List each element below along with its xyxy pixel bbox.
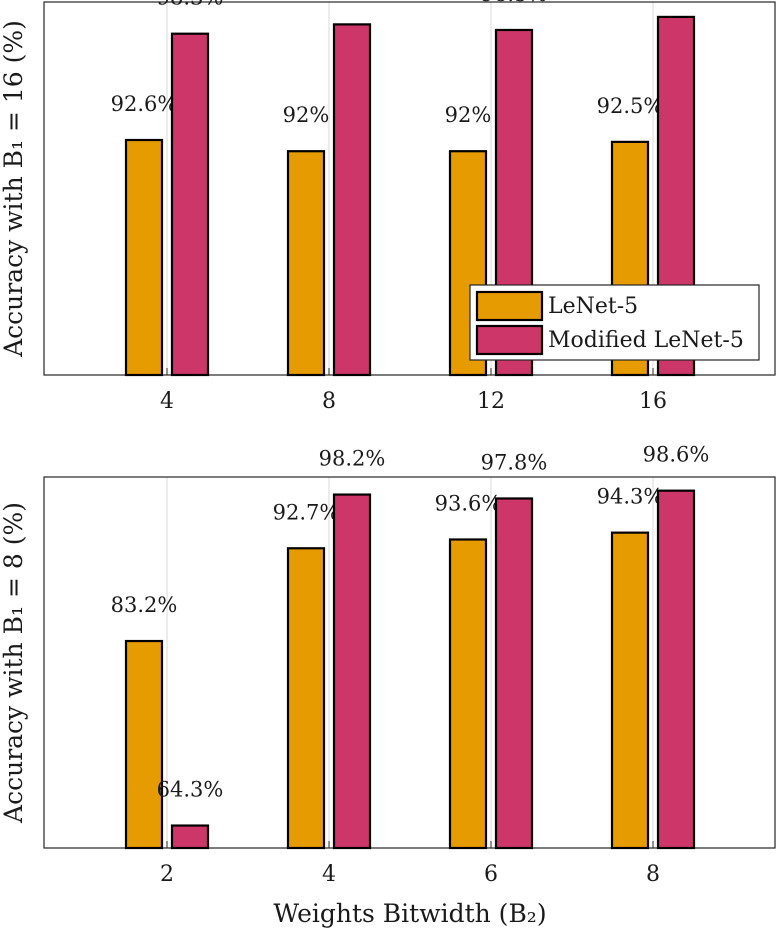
plot-area-frame: [43, 476, 776, 849]
bar-lenet5: [286, 547, 326, 850]
data-label: 98.2%: [319, 447, 386, 471]
y-axis-label: Accuracy with B₁ = 8 (%): [0, 502, 28, 824]
data-label: 92.6%: [111, 92, 178, 116]
legend: LeNet-5 Modified LeNet-5: [469, 284, 760, 361]
legend-entry-label: Modified LeNet-5: [548, 328, 744, 353]
bottom-panel: 83.2% 92.7% 93.6% 94.3% 64.3% 98.2% 97.8% 98.6%…: [0, 443, 776, 887]
x-tick-label: 6: [484, 862, 498, 887]
y-axis-label: Accuracy with B₁ = 16 (%): [0, 20, 28, 358]
plot-area-frame: [43, 1, 776, 376]
x-tick-label: 2: [160, 862, 174, 887]
data-label: 64.3%: [157, 778, 224, 802]
data-label: 98.3%: [157, 0, 224, 10]
x-tick-label: 12: [477, 389, 505, 414]
x-tick-label: 16: [639, 389, 667, 414]
x-tick-label: 4: [160, 389, 174, 414]
data-label: 92%: [445, 103, 492, 127]
bar-modified-lenet5: [332, 23, 372, 377]
x-tick-label: 4: [322, 862, 336, 887]
legend-entry-label: LeNet-5: [548, 294, 638, 319]
bar-modified-lenet5: [170, 32, 210, 377]
legend-swatch-lenet5: [475, 290, 544, 322]
data-label: 93.6%: [435, 491, 502, 515]
bar-lenet5: [286, 150, 326, 377]
x-axis-label: Weights Bitwidth (B₂): [273, 899, 546, 928]
bar-modified-lenet5: [332, 493, 372, 850]
bar-modified-lenet5: [656, 489, 696, 850]
x-tick-label: 8: [646, 862, 660, 887]
bar-lenet5: [124, 639, 164, 850]
data-label: 92.5%: [597, 94, 664, 118]
top-panel: 92.6%92%92%92.5%98.3%98.8%98.5%99.2%4812…: [0, 0, 776, 414]
bar-lenet5: [610, 531, 650, 850]
bar-lenet5: [448, 538, 488, 850]
bar-modified-lenet5: [170, 824, 210, 850]
data-label: 98.6%: [643, 443, 710, 467]
data-label: 97.8%: [481, 450, 548, 474]
data-label: 92.7%: [273, 500, 340, 524]
x-tick-label: 8: [322, 389, 336, 414]
data-label: 98.5%: [481, 0, 548, 6]
legend-swatch-modified-lenet5: [475, 324, 544, 356]
bar-modified-lenet5: [494, 497, 534, 850]
data-label: 94.3%: [597, 485, 664, 509]
data-label: 92%: [283, 103, 330, 127]
data-label: 83.2%: [111, 593, 178, 617]
bar-lenet5: [124, 138, 164, 377]
